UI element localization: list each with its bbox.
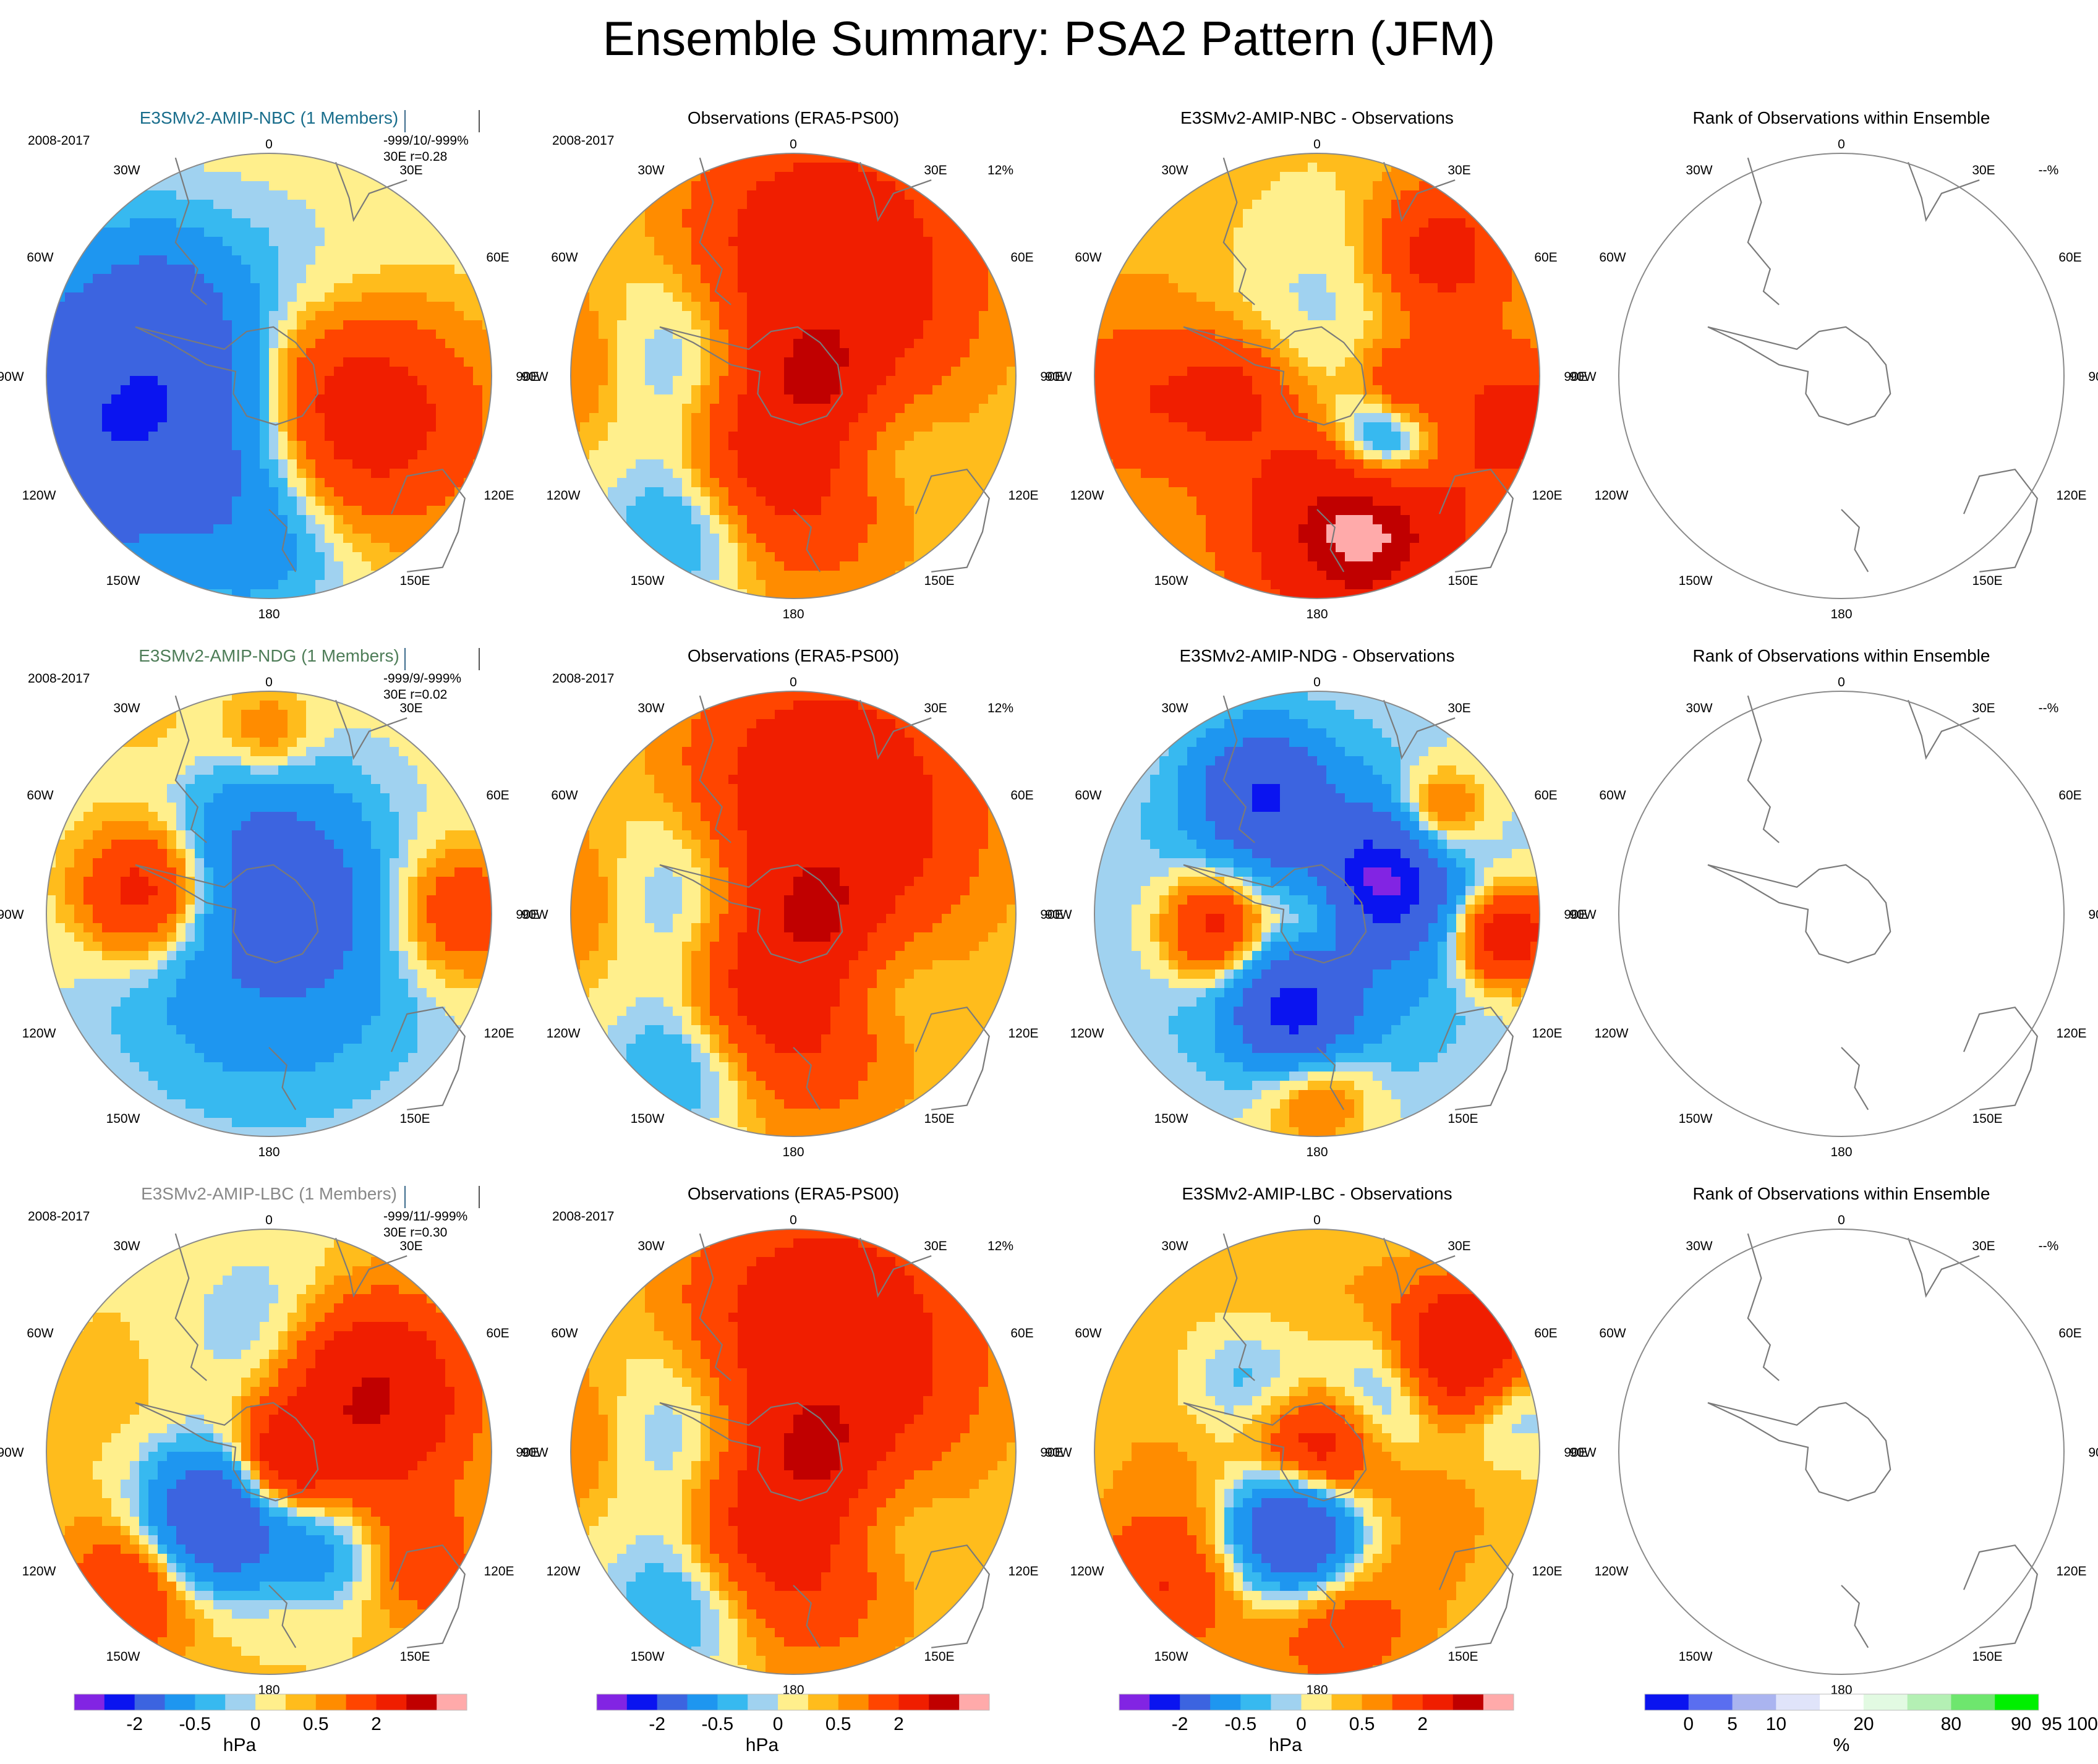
colorbar-tick-label: -2: [126, 1714, 143, 1734]
colorbar-swatch: [1423, 1694, 1454, 1710]
colorbar-tick-label: 2: [371, 1714, 382, 1734]
colorbar-tick-label: 0: [773, 1714, 783, 1734]
colorbar-tick-label: 0.5: [1349, 1714, 1375, 1734]
colorbar-swatch: [1864, 1694, 1908, 1710]
colorbar-swatch: [1908, 1694, 1951, 1710]
colorbar-swatch: [597, 1694, 627, 1710]
colorbar-tick-label: -0.5: [179, 1714, 211, 1734]
colorbar-swatch: [255, 1694, 286, 1710]
colorbar-tick-label: 5: [1727, 1714, 1738, 1734]
colorbar-swatch: [1645, 1694, 1689, 1710]
colorbar-hpa-2: -2 -0.5 0 0.5 2 hPa: [597, 1694, 990, 1755]
colorbar-swatch: [1332, 1694, 1363, 1710]
colorbar-tick-label: 100: [2067, 1714, 2098, 1734]
colorbar-swatch: [316, 1694, 346, 1710]
colorbar-swatch: [869, 1694, 899, 1710]
colorbar-swatch: [899, 1694, 929, 1710]
colorbar-tick-label: 90: [2011, 1714, 2031, 1734]
colorbar-swatch: [165, 1694, 195, 1710]
colorbar-swatch: [1733, 1694, 1776, 1710]
colorbar-tick-label: -0.5: [702, 1714, 734, 1734]
colorbar-tick-label: 80: [1941, 1714, 1961, 1734]
colorbar-swatch: [1240, 1694, 1271, 1710]
colorbar-swatch: [748, 1694, 778, 1710]
colorbar-swatch: [1210, 1694, 1241, 1710]
colorbar-swatch: [437, 1694, 467, 1710]
colorbar-swatch: [225, 1694, 255, 1710]
colorbar-tick-label: 95: [2042, 1714, 2062, 1734]
colorbar-swatch: [135, 1694, 165, 1710]
colorbar-swatch: [959, 1694, 989, 1710]
colorbar-swatch: [1483, 1694, 1514, 1710]
colorbar-swatch: [1302, 1694, 1333, 1710]
colorbar-swatch: [346, 1694, 377, 1710]
colorbar-swatch: [1453, 1694, 1484, 1710]
colorbar-unit: %: [1833, 1735, 1850, 1755]
colorbar-tick-label: 0: [250, 1714, 261, 1734]
colorbar-tick-label: 20: [1853, 1714, 1874, 1734]
colorbar-swatch: [1119, 1694, 1150, 1710]
colorbar-swatch: [808, 1694, 838, 1710]
colorbar-hpa-1: -2 -0.5 0 0.5 2 hPa: [74, 1694, 467, 1755]
colorbar-unit: hPa: [1269, 1735, 1302, 1755]
colorbar-tick-label: 2: [893, 1714, 904, 1734]
colorbar-swatch: [838, 1694, 869, 1710]
colorbar-swatch: [657, 1694, 688, 1710]
colorbar-swatch: [1820, 1694, 1864, 1710]
colorbar-tick-label: -0.5: [1224, 1714, 1256, 1734]
colorbar-swatch: [1392, 1694, 1423, 1710]
colorbar-swatch: [1951, 1694, 1995, 1710]
colorbar-hpa-3: -2 -0.5 0 0.5 2 hPa: [1119, 1694, 1514, 1755]
colorbar-swatch: [377, 1694, 407, 1710]
colorbar-tick-label: 0.5: [303, 1714, 329, 1734]
colorbar-swatch: [1689, 1694, 1733, 1710]
colorbar-tick-label: 2: [1417, 1714, 1428, 1734]
colorbar-swatch: [1271, 1694, 1302, 1710]
colorbar-swatch: [1362, 1694, 1393, 1710]
colorbar-unit: hPa: [223, 1735, 257, 1755]
colorbar-swatch: [286, 1694, 316, 1710]
colorbar-tick-label: 10: [1766, 1714, 1786, 1734]
colorbar-swatch: [406, 1694, 437, 1710]
colorbar-swatch: [929, 1694, 959, 1710]
colorbar-swatch: [1149, 1694, 1180, 1710]
colorbar-tick-label: 0: [1296, 1714, 1307, 1734]
colorbar-swatch: [778, 1694, 808, 1710]
colorbar-swatch: [717, 1694, 748, 1710]
colorbar-swatch: [104, 1694, 135, 1710]
colorbar-tick-label: -2: [649, 1714, 665, 1734]
colorbar-swatch: [1776, 1694, 1820, 1710]
colorbar-swatch: [195, 1694, 225, 1710]
colorbar-swatch: [627, 1694, 657, 1710]
colorbar-tick-label: 0: [1683, 1714, 1694, 1734]
colorbar-swatch: [1180, 1694, 1211, 1710]
colorbar-swatch: [688, 1694, 718, 1710]
colorbar-swatch: [74, 1694, 104, 1710]
colorbar-swatch: [1995, 1694, 2039, 1710]
colorbar-unit: hPa: [746, 1735, 779, 1755]
colorbar-tick-label: 0.5: [825, 1714, 851, 1734]
colorbar-tick-label: -2: [1172, 1714, 1188, 1734]
